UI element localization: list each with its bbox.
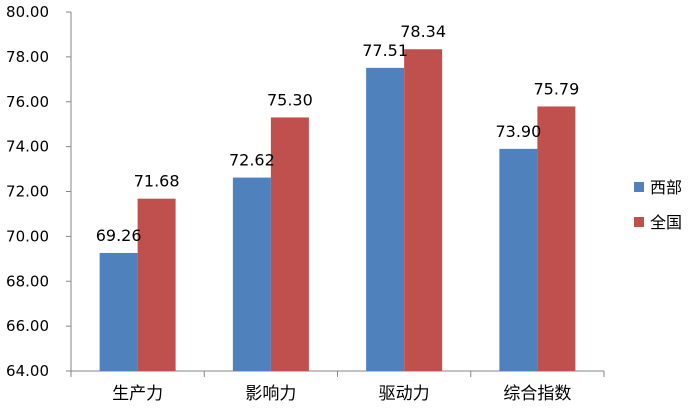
y-tick-label: 78.00 bbox=[6, 48, 49, 66]
y-tick-label: 64.00 bbox=[6, 362, 49, 380]
data-label: 69.26 bbox=[96, 226, 142, 245]
x-tick-label: 驱动力 bbox=[379, 384, 430, 404]
data-label: 78.34 bbox=[400, 22, 446, 41]
bar-national bbox=[404, 49, 443, 372]
data-label: 75.30 bbox=[267, 90, 313, 109]
x-tick-label: 影响力 bbox=[245, 384, 296, 404]
bar-west bbox=[232, 177, 271, 371]
y-tick-label: 76.00 bbox=[6, 93, 49, 111]
legend-label: 西部 bbox=[650, 178, 682, 197]
bars bbox=[99, 49, 576, 372]
y-tick-label: 68.00 bbox=[6, 272, 49, 290]
bar-west bbox=[499, 148, 538, 371]
axes: 64.00 66.00 68.00 70.00 72.00 74.00 76.00 78.00… bbox=[6, 3, 605, 404]
y-tick-label: 70.00 bbox=[6, 227, 49, 245]
legend-label: 全国 bbox=[650, 213, 682, 232]
y-tick-label: 66.00 bbox=[6, 317, 49, 335]
bar-national bbox=[270, 117, 309, 371]
bar-west bbox=[366, 67, 405, 371]
x-tick-label: 综合指数 bbox=[503, 384, 571, 404]
data-label: 77.51 bbox=[362, 41, 408, 60]
data-label: 72.62 bbox=[229, 151, 275, 170]
x-tick-label: 生产力 bbox=[112, 384, 163, 404]
y-tick-label: 74.00 bbox=[6, 138, 49, 156]
bar-west bbox=[99, 252, 138, 371]
data-label: 73.90 bbox=[495, 122, 541, 141]
legend-swatch bbox=[634, 217, 644, 227]
legend-swatch bbox=[634, 182, 644, 192]
bar-national bbox=[137, 198, 176, 371]
bar-national bbox=[537, 106, 576, 371]
y-tick-label: 72.00 bbox=[6, 183, 49, 201]
data-label: 71.68 bbox=[134, 172, 180, 191]
data-label: 75.79 bbox=[533, 79, 579, 98]
y-tick-label: 80.00 bbox=[6, 3, 49, 21]
